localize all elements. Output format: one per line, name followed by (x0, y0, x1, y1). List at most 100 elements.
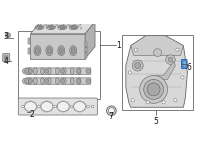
Polygon shape (126, 36, 187, 107)
Circle shape (45, 80, 48, 82)
Circle shape (54, 105, 57, 108)
Polygon shape (85, 22, 95, 59)
Circle shape (162, 101, 165, 104)
Circle shape (131, 99, 134, 102)
Ellipse shape (58, 25, 67, 30)
Bar (18, 31, 100, 99)
Circle shape (44, 79, 49, 83)
Circle shape (61, 80, 63, 82)
Ellipse shape (28, 78, 31, 84)
Ellipse shape (74, 102, 86, 111)
Circle shape (22, 105, 24, 108)
Text: 3: 3 (4, 32, 9, 41)
Circle shape (91, 105, 94, 108)
Bar (183, 61, 186, 67)
Text: 7: 7 (108, 112, 113, 121)
Bar (85, 47, 87, 52)
Circle shape (76, 79, 80, 83)
Ellipse shape (77, 68, 81, 75)
Polygon shape (30, 34, 85, 59)
Circle shape (37, 27, 38, 29)
FancyBboxPatch shape (26, 68, 91, 74)
Circle shape (146, 101, 149, 104)
Circle shape (24, 80, 27, 82)
Ellipse shape (47, 78, 51, 84)
Circle shape (128, 71, 131, 74)
Ellipse shape (48, 26, 54, 29)
Circle shape (38, 105, 40, 108)
Bar (28, 48, 30, 54)
Ellipse shape (71, 47, 75, 54)
Ellipse shape (28, 68, 31, 75)
Circle shape (108, 108, 114, 114)
FancyBboxPatch shape (18, 98, 97, 115)
Circle shape (87, 70, 89, 72)
Circle shape (29, 70, 32, 72)
Circle shape (147, 83, 160, 96)
Ellipse shape (35, 47, 39, 54)
Ellipse shape (62, 78, 66, 84)
Circle shape (86, 69, 90, 73)
Circle shape (86, 79, 90, 83)
Circle shape (28, 79, 33, 83)
Circle shape (77, 80, 79, 82)
Ellipse shape (41, 102, 53, 111)
Bar (85, 53, 87, 58)
Circle shape (87, 80, 89, 82)
Circle shape (144, 80, 164, 99)
Bar (85, 42, 87, 47)
Polygon shape (131, 36, 183, 56)
Circle shape (168, 57, 173, 62)
Ellipse shape (70, 46, 77, 56)
Bar (122, 35, 193, 110)
Circle shape (5, 56, 7, 59)
Circle shape (28, 69, 33, 73)
Circle shape (174, 99, 177, 102)
Circle shape (45, 70, 48, 72)
Text: 4: 4 (4, 57, 9, 66)
Circle shape (80, 27, 82, 29)
Circle shape (23, 78, 29, 84)
Circle shape (76, 69, 80, 73)
Circle shape (166, 55, 175, 64)
Ellipse shape (60, 26, 65, 29)
Text: 5: 5 (153, 117, 158, 126)
Ellipse shape (77, 78, 81, 84)
Circle shape (60, 79, 64, 83)
FancyBboxPatch shape (182, 60, 187, 69)
Ellipse shape (34, 78, 37, 84)
Circle shape (70, 105, 73, 108)
Circle shape (77, 70, 79, 72)
Ellipse shape (41, 68, 44, 75)
Ellipse shape (46, 46, 53, 56)
Circle shape (23, 68, 29, 74)
Circle shape (60, 69, 64, 73)
Ellipse shape (37, 26, 42, 29)
Ellipse shape (35, 25, 44, 30)
Ellipse shape (71, 26, 76, 29)
Circle shape (24, 70, 27, 73)
Circle shape (176, 48, 179, 51)
Ellipse shape (46, 25, 55, 30)
Circle shape (29, 80, 32, 82)
Circle shape (7, 34, 9, 37)
Ellipse shape (58, 46, 65, 56)
Ellipse shape (55, 78, 59, 84)
Ellipse shape (47, 47, 51, 54)
Ellipse shape (55, 68, 59, 75)
Ellipse shape (52, 24, 58, 26)
Ellipse shape (47, 68, 51, 75)
Text: 6: 6 (187, 62, 192, 72)
Ellipse shape (70, 68, 74, 75)
Circle shape (154, 49, 162, 57)
Circle shape (48, 27, 49, 29)
Text: 1: 1 (116, 41, 121, 50)
Ellipse shape (40, 24, 46, 26)
Circle shape (135, 63, 141, 69)
Circle shape (87, 105, 89, 108)
Circle shape (107, 106, 116, 116)
Circle shape (140, 76, 168, 103)
FancyBboxPatch shape (26, 78, 91, 84)
Ellipse shape (70, 78, 74, 84)
Circle shape (69, 27, 71, 29)
